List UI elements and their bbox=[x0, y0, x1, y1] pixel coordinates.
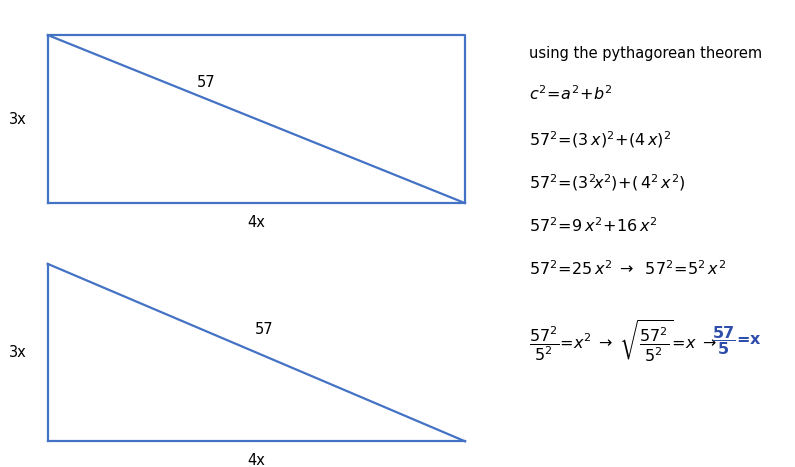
Text: 57: 57 bbox=[197, 75, 215, 90]
Text: $57^2\!=\!25\,x^2\;\rightarrow\;\;57^2\!=\!5^2\,x^2$: $57^2\!=\!25\,x^2\;\rightarrow\;\;57^2\!… bbox=[529, 259, 726, 278]
Text: 4x: 4x bbox=[247, 453, 266, 467]
Text: $\mathbf{\dfrac{57}{5}\!=\!x}$: $\mathbf{\dfrac{57}{5}\!=\!x}$ bbox=[712, 325, 762, 357]
Text: $57^2\!=\!(3\,x)^2\!+\!(4\,x)^2$: $57^2\!=\!(3\,x)^2\!+\!(4\,x)^2$ bbox=[529, 130, 671, 150]
Text: using the pythagorean theorem: using the pythagorean theorem bbox=[529, 46, 762, 61]
Text: 3x: 3x bbox=[9, 112, 26, 127]
Text: $\dfrac{57^2}{5^2}\!=\!x^2\;\rightarrow\;\sqrt{\dfrac{57^2}{5^2}}\!=\!x\;\righta: $\dfrac{57^2}{5^2}\!=\!x^2\;\rightarrow\… bbox=[529, 318, 717, 364]
Text: $c^2\!=\!a^2\!+\!b^2$: $c^2\!=\!a^2\!+\!b^2$ bbox=[529, 84, 612, 103]
Text: $57^2\!=\!9\,x^2\!+\!16\,x^2$: $57^2\!=\!9\,x^2\!+\!16\,x^2$ bbox=[529, 217, 657, 235]
Text: $57^2\!=\!(3^2\!x^2)\!+\!(\,4^2\,x^2)$: $57^2\!=\!(3^2\!x^2)\!+\!(\,4^2\,x^2)$ bbox=[529, 173, 685, 193]
Text: 3x: 3x bbox=[9, 345, 26, 360]
Text: 57: 57 bbox=[255, 322, 273, 337]
Text: 4x: 4x bbox=[247, 215, 266, 230]
